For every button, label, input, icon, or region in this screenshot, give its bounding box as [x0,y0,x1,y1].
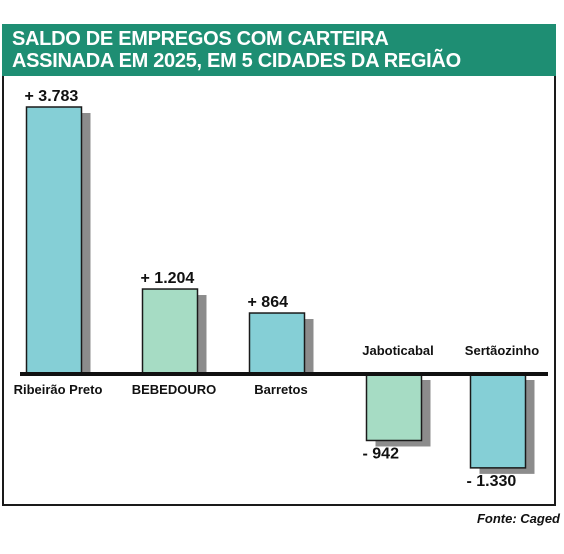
title-bar: SALDO DE EMPREGOS COM CARTEIRA ASSINADA … [2,24,556,76]
bar-2 [248,312,306,375]
category-label-1: BEBEDOURO [132,382,217,397]
value-label-1: + 1.204 [141,270,195,287]
chart-frame [2,24,556,506]
bar-4 [469,373,527,469]
bar-3 [365,373,423,442]
category-label-2: Barretos [254,382,307,397]
category-label-4: Sertãozinho [465,343,539,358]
value-label-3: - 942 [363,445,400,462]
category-label-3: Jaboticabal [362,343,434,358]
source-note: Fonte: Caged [476,511,560,526]
value-label-4: - 1.330 [467,473,517,490]
value-label-0: + 3.783 [25,88,79,105]
value-label-2: + 864 [248,294,289,311]
chart-title-line-2: ASSINADA EM 2025, EM 5 CIDADES DA REGIÃO [12,50,461,72]
bars-layer [25,106,535,474]
chart-title-line-1: SALDO DE EMPREGOS COM CARTEIRA [12,28,389,50]
bar-0 [25,106,83,375]
bar-1 [141,288,199,375]
category-label-0: Ribeirão Preto [14,382,103,397]
labels-layer: + 3.783 Ribeirão Preto + 1.204 BEBEDOURO + 8… [14,88,540,490]
